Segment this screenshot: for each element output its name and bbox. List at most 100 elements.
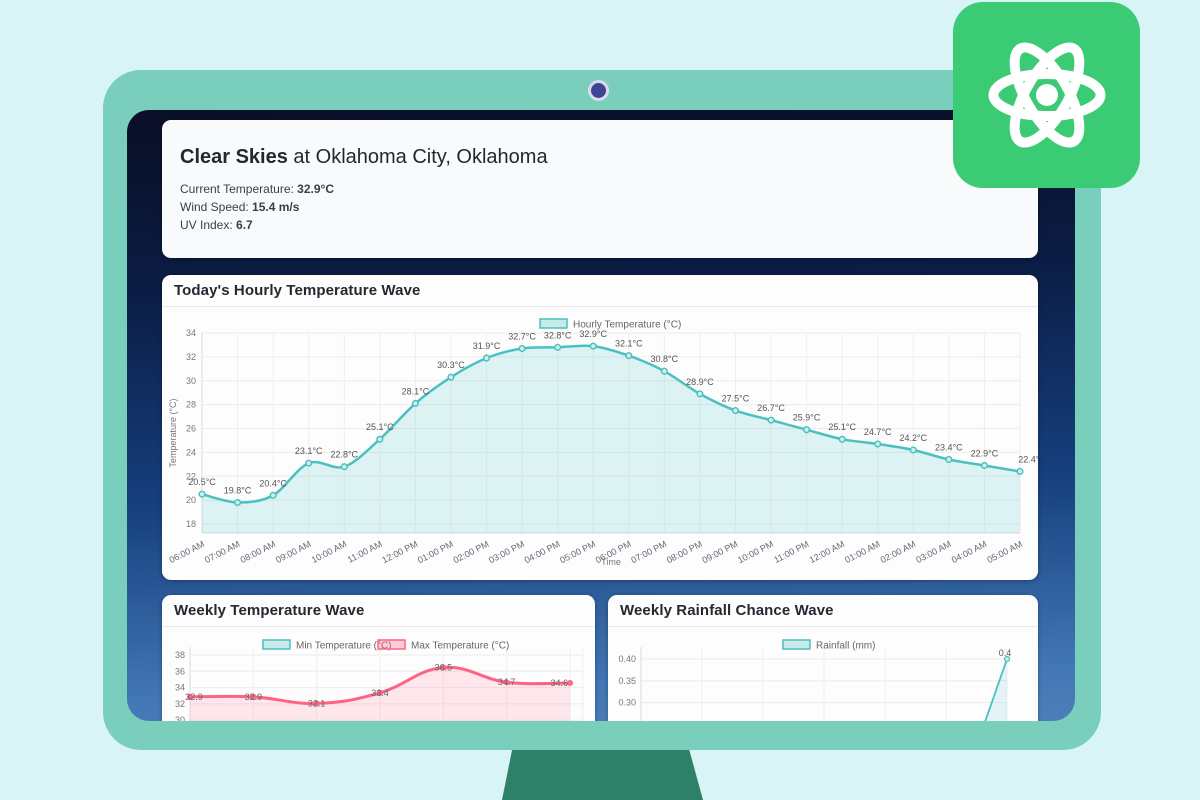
weekly-rainfall-card: Weekly Rainfall Chance Wave 0.40 0.35 0.30… xyxy=(608,595,1038,721)
svg-text:25.9°C: 25.9°C xyxy=(793,413,821,423)
svg-text:02:00 AM: 02:00 AM xyxy=(879,539,917,565)
condition-label: Clear Skies xyxy=(180,146,288,168)
legend-item[interactable]: Hourly Temperature (°C) xyxy=(539,318,681,331)
svg-text:Rainfall (mm): Rainfall (mm) xyxy=(816,641,875,652)
hourly-temperature-chart[interactable]: 34 32 30 28 26 24 22 20 18 20.5°C 19.8°C 20.4°C 23.1… xyxy=(162,307,1038,580)
react-badge xyxy=(953,2,1140,188)
svg-text:22.4°C: 22.4°C xyxy=(1018,454,1038,464)
stat-wind-speed: Wind Speed: 15.4 m/s xyxy=(180,200,300,214)
y-axis-title: Temperature (°C) xyxy=(168,398,178,467)
weekly-rainfall-chart[interactable]: 0.40 0.35 0.30 0.25 0.4 Rainfall (mm) xyxy=(608,627,1038,721)
weekly-temperature-chart[interactable]: 38 36 34 32 30 32.9 32.9 32.1 33.4 36.5 34.7 34.6 Mi… xyxy=(162,627,595,721)
svg-text:32.1°C: 32.1°C xyxy=(615,339,643,349)
svg-text:20: 20 xyxy=(186,495,196,505)
rainfall-chart-title: Weekly Rainfall Chance Wave xyxy=(608,595,1038,627)
svg-text:22.8°C: 22.8°C xyxy=(330,450,358,460)
location-label: at Oklahoma City, Oklahoma xyxy=(287,146,548,168)
svg-text:24.7°C: 24.7°C xyxy=(864,427,892,437)
stat-current-temperature: Current Temperature: 32.9°C xyxy=(180,182,334,196)
webcam-dot xyxy=(588,80,609,101)
svg-text:05:00 AM: 05:00 AM xyxy=(985,539,1023,565)
svg-text:32.8°C: 32.8°C xyxy=(544,330,572,340)
svg-text:36: 36 xyxy=(175,666,185,676)
svg-text:34.7: 34.7 xyxy=(498,677,516,687)
svg-text:28.9°C: 28.9°C xyxy=(686,377,714,387)
svg-text:0.35: 0.35 xyxy=(618,676,636,686)
svg-text:23.1°C: 23.1°C xyxy=(295,446,323,456)
svg-text:09:00 AM: 09:00 AM xyxy=(274,539,312,565)
svg-text:25.1°C: 25.1°C xyxy=(828,422,856,432)
svg-text:32.1: 32.1 xyxy=(308,698,326,708)
svg-text:26.7°C: 26.7°C xyxy=(757,403,785,413)
svg-text:0.30: 0.30 xyxy=(618,698,636,708)
svg-text:04:00 PM: 04:00 PM xyxy=(523,539,562,565)
svg-text:0.40: 0.40 xyxy=(618,654,636,664)
hourly-temperature-card: Today's Hourly Temperature Wave 34 32 30 28… xyxy=(162,275,1038,580)
svg-text:31.9°C: 31.9°C xyxy=(473,341,501,351)
svg-text:38: 38 xyxy=(175,650,185,660)
svg-text:08:00 AM: 08:00 AM xyxy=(239,539,277,565)
x-axis-title: Time xyxy=(601,557,621,567)
svg-text:28.1°C: 28.1°C xyxy=(402,386,430,396)
svg-text:07:00 AM: 07:00 AM xyxy=(203,539,241,565)
svg-text:32.7°C: 32.7°C xyxy=(508,332,536,342)
svg-text:36.5: 36.5 xyxy=(435,663,453,673)
svg-text:08:00 PM: 08:00 PM xyxy=(665,539,704,565)
svg-text:30: 30 xyxy=(186,376,196,386)
svg-text:20.5°C: 20.5°C xyxy=(188,477,216,487)
weekly-temperature-card: Weekly Temperature Wave 38 36 34 32 30 32.9 32… xyxy=(162,595,595,721)
svg-text:20.4°C: 20.4°C xyxy=(259,478,287,488)
svg-text:32.9: 32.9 xyxy=(245,692,263,702)
legend-item[interactable]: Min Temperature (°C) xyxy=(262,639,392,652)
svg-text:10:00 AM: 10:00 AM xyxy=(310,539,348,565)
weather-summary-card: Clear Skies at Oklahoma City, Oklahoma C… xyxy=(162,120,1038,258)
svg-text:Min Temperature (°C): Min Temperature (°C) xyxy=(296,641,392,652)
svg-text:03:00 PM: 03:00 PM xyxy=(487,539,526,565)
svg-text:30.8°C: 30.8°C xyxy=(651,354,679,364)
svg-text:01:00 PM: 01:00 PM xyxy=(416,539,455,565)
svg-text:34: 34 xyxy=(186,328,196,338)
svg-text:25.1°C: 25.1°C xyxy=(366,422,394,432)
svg-text:32: 32 xyxy=(175,699,185,709)
svg-text:0.25: 0.25 xyxy=(618,719,636,721)
svg-text:26: 26 xyxy=(186,424,196,434)
svg-text:01:00 AM: 01:00 AM xyxy=(843,539,881,565)
svg-text:Max Temperature (°C): Max Temperature (°C) xyxy=(411,641,509,652)
screen: Clear Skies at Oklahoma City, Oklahoma C… xyxy=(127,110,1075,721)
svg-text:Hourly Temperature (°C): Hourly Temperature (°C) xyxy=(573,320,681,331)
svg-text:10:00 PM: 10:00 PM xyxy=(736,539,775,565)
svg-text:34: 34 xyxy=(175,683,185,693)
svg-text:30: 30 xyxy=(175,715,185,721)
svg-text:12:00 AM: 12:00 AM xyxy=(808,539,846,565)
legend-item[interactable]: Rainfall (mm) xyxy=(782,639,875,652)
legend-item[interactable]: Max Temperature (°C) xyxy=(377,639,509,652)
svg-text:03:00 AM: 03:00 AM xyxy=(914,539,952,565)
svg-text:23.4°C: 23.4°C xyxy=(935,443,963,453)
svg-text:05:00 PM: 05:00 PM xyxy=(558,539,597,565)
svg-text:22: 22 xyxy=(186,471,196,481)
hourly-chart-title: Today's Hourly Temperature Wave xyxy=(162,275,1038,307)
svg-text:28: 28 xyxy=(186,400,196,410)
svg-text:07:00 PM: 07:00 PM xyxy=(629,539,668,565)
svg-text:33.4: 33.4 xyxy=(371,688,389,698)
svg-text:24.2°C: 24.2°C xyxy=(899,433,927,443)
svg-text:30.3°C: 30.3°C xyxy=(437,360,465,370)
monitor-stand xyxy=(502,745,703,800)
svg-text:12:00 PM: 12:00 PM xyxy=(380,539,419,565)
svg-text:32.9°C: 32.9°C xyxy=(579,329,607,339)
svg-text:09:00 PM: 09:00 PM xyxy=(701,539,740,565)
svg-text:19.8°C: 19.8°C xyxy=(224,486,252,496)
page-title: Clear Skies at Oklahoma City, Oklahoma xyxy=(180,144,1018,170)
weekly-temp-chart-title: Weekly Temperature Wave xyxy=(162,595,595,627)
svg-text:11:00 PM: 11:00 PM xyxy=(772,539,810,565)
react-logo-icon xyxy=(987,42,1106,148)
svg-text:22.9°C: 22.9°C xyxy=(971,449,999,459)
svg-text:02:00 PM: 02:00 PM xyxy=(452,539,491,565)
svg-text:24: 24 xyxy=(186,447,196,457)
svg-text:34.6: 34.6 xyxy=(550,678,568,688)
stat-uv-index: UV Index: 6.7 xyxy=(180,218,253,232)
svg-text:32.9: 32.9 xyxy=(185,692,203,702)
svg-text:32: 32 xyxy=(186,352,196,362)
svg-text:06:00 AM: 06:00 AM xyxy=(167,539,205,565)
